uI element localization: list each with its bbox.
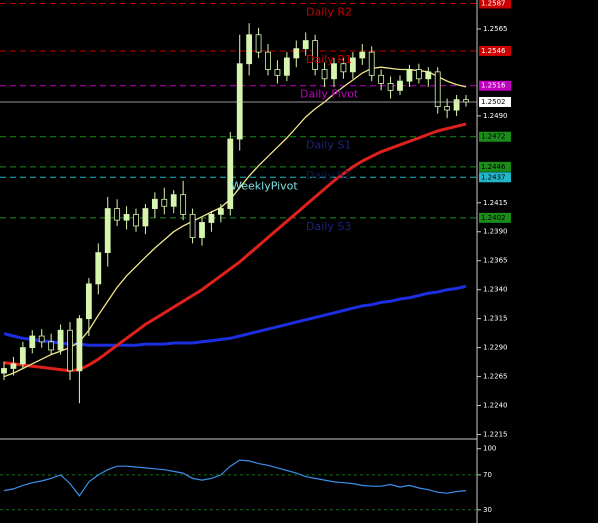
candle-body [67,329,73,372]
y-tick-label: 1.2415 [483,199,508,207]
candle-body [76,318,83,372]
candle-body [425,71,432,80]
candle-body [397,80,403,91]
candle-body [331,63,337,80]
candle-body [19,347,26,365]
candle-body [359,51,366,59]
candle-body [48,341,55,351]
candle-body [227,138,234,209]
candle-body [57,329,64,351]
y-tick-label: 1.2265 [483,373,508,381]
pivot-price-box [479,161,511,172]
candle-body [180,194,187,215]
pivot-price-box [479,45,511,56]
y-tick-label: 1.2340 [483,286,508,294]
oscillator-line [3,459,467,497]
candle-body [142,208,149,227]
last-price-label: 1.2502 [481,98,506,106]
y-tick-label: 100 [483,445,496,453]
candle-body [10,363,17,369]
candle-body [29,335,36,349]
pivot-price-label: 1.2516 [481,82,506,90]
candle-body [189,213,196,238]
pivot-price-label: 1.2587 [481,0,506,7]
candle-body [293,48,300,59]
pivot-price-label: 1.2446 [481,163,506,171]
candle-body [114,208,121,221]
candle-body [161,198,168,207]
last-price-box [479,96,511,107]
candle-body [387,83,394,91]
pivot-label: Daily R1 [306,53,352,66]
candle-body [123,213,130,221]
y-tick-label: 1.2390 [483,228,508,236]
pivot-label: Daily S3 [306,220,351,233]
pivot-price-label: 1.2437 [481,173,506,181]
candle-body [170,194,177,207]
candle-body [1,368,7,374]
y-tick-label: 1.2215 [483,431,508,439]
y-tick-label: 1.2565 [483,25,508,33]
candle-body [444,106,451,111]
candle-body [265,51,271,70]
candle-body [406,69,413,82]
candle-body [255,34,262,53]
y-tick-label: 1.2290 [483,344,508,352]
pivot-label: Daily R2 [306,5,352,18]
candle-body [38,335,45,343]
candle-body [283,57,290,76]
candle-body [415,69,422,80]
candle-body [340,63,347,73]
candle-body [368,51,375,76]
pivot-label: Daily S2 [306,169,351,182]
candle-body [217,208,224,215]
y-tick-label: 1.2315 [483,315,508,323]
pivot-price-box [479,212,511,223]
pivot-price-box [479,80,511,91]
pivot-price-label: 1.2546 [481,47,506,55]
candle-body [321,69,328,80]
pivot-price-box [479,172,511,183]
y-tick-label: 30 [483,506,492,514]
candle-body [133,213,139,227]
y-tick-label: 70 [483,471,492,479]
candle-body [302,40,309,50]
candle-body [104,208,111,254]
candle-body [236,63,243,140]
candle-body [151,198,158,209]
candle-body [85,283,92,320]
candle-body [434,71,441,108]
pivot-price-box [479,0,511,9]
y-tick-label: 1.2240 [483,402,508,410]
candle-body [349,57,356,73]
pivot-label: Daily Pivot [300,88,359,101]
candle-body [312,40,319,70]
pivot-price-label: 1.2472 [481,133,506,141]
candle-body [95,252,102,285]
pivot-label: Daily S1 [306,139,351,152]
y-tick-label: 1.2365 [483,257,508,265]
pivot-label: WeeklyPivot [231,179,298,192]
candle-body [208,213,215,223]
pivot-price-box [479,131,511,142]
pivot-price-label: 1.2402 [481,214,506,222]
y-tick-label: 1.2490 [483,112,508,120]
candle-body [378,74,385,84]
candle-body [453,99,460,111]
candle-body [246,34,253,65]
candle-body [274,69,281,76]
candle-body [199,222,205,238]
